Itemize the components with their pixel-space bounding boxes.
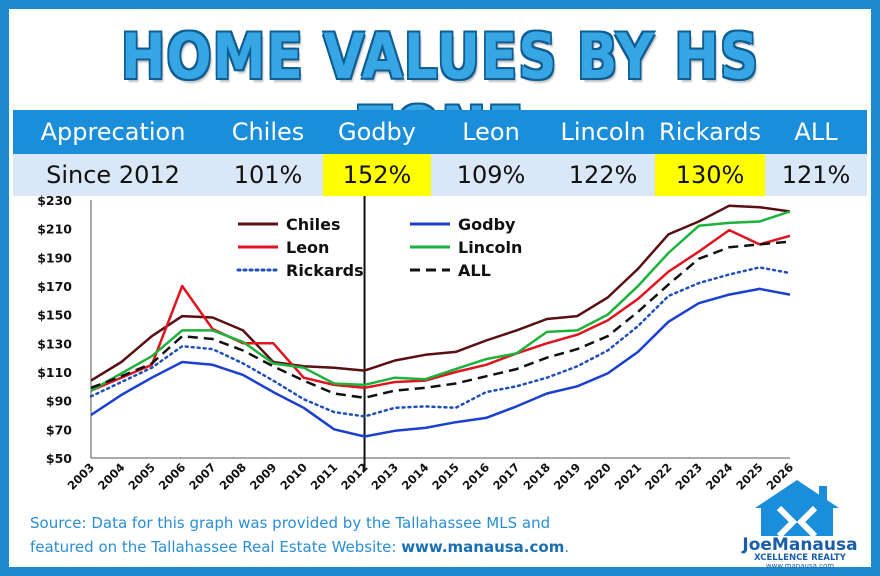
value-cell: Since 2012 — [46, 161, 180, 189]
y-tick-label: $170 — [37, 279, 72, 294]
source-text: featured on the Tallahassee Real Estate … — [30, 538, 402, 556]
y-tick-label: $190 — [37, 250, 72, 265]
y-tick-label: $230 — [37, 193, 72, 208]
x-tick-label: 2009 — [247, 460, 280, 493]
source-line-2: featured on the Tallahassee Real Estate … — [30, 535, 569, 559]
x-tick-label: 2014 — [399, 460, 432, 493]
value-cell: 101% — [233, 161, 303, 189]
appreciation-value-row: Since 2012 101% 152% 109% 122% 130% 121% — [13, 154, 867, 196]
legend-label-rickards: Rickards — [286, 261, 364, 280]
y-tick-label: $90 — [46, 394, 72, 409]
source-end: . — [564, 538, 570, 556]
header-cell: Apprecation — [40, 118, 186, 146]
x-tick-label: 2015 — [429, 460, 462, 493]
header-cell: Lincoln — [560, 118, 646, 146]
value-cell: 109% — [456, 161, 526, 189]
x-mark-icon — [776, 505, 818, 539]
x-tick-label: 2017 — [490, 460, 523, 493]
header-cell: ALL — [794, 118, 838, 146]
x-tick-label: 2004 — [95, 460, 128, 493]
header-cell: Rickards — [659, 118, 761, 146]
y-tick-label: $130 — [37, 336, 72, 351]
appreciation-header-row: Apprecation Chiles Godby Leon Lincoln Ri… — [13, 110, 867, 154]
x-tick-label: 2005 — [125, 460, 158, 493]
x-tick-label: 2020 — [581, 460, 614, 493]
x-tick-label: 2013 — [368, 460, 401, 493]
series-line-rickards — [89, 266, 792, 418]
series-line-all — [90, 240, 791, 400]
series-line-lincoln — [90, 210, 791, 392]
content-panel — [9, 9, 871, 567]
source-note: Source: Data for this graph was provided… — [30, 511, 569, 559]
source-line-1: Source: Data for this graph was provided… — [30, 514, 551, 532]
legend-label-chiles: Chiles — [286, 215, 340, 234]
x-tick-label: 2010 — [277, 460, 310, 493]
source-link[interactable]: www.manausa.com — [401, 538, 565, 556]
x-tick-label: 2024 — [703, 460, 736, 493]
y-tick-label: $110 — [37, 365, 72, 380]
value-cell-highlighted: 130% — [655, 154, 765, 196]
y-tick-label: $150 — [37, 308, 72, 323]
value-cell-highlighted: 152% — [323, 154, 431, 196]
logo-url: www.manausa.com — [766, 562, 834, 570]
x-tick-label: 2019 — [551, 460, 584, 493]
header-cell: Chiles — [231, 118, 305, 146]
x-tick-label: 2011 — [308, 460, 341, 493]
legend-label-leon: Leon — [286, 238, 329, 257]
y-tick-label: $70 — [46, 422, 72, 437]
legend-label-lincoln: Lincoln — [458, 238, 522, 257]
series-line-godby — [90, 287, 791, 438]
logo-tagline: XCELLENCE REALTY — [754, 553, 847, 563]
x-tick-label: 2012 — [338, 460, 371, 493]
series-line-leon — [90, 228, 791, 392]
header-cell: Godby — [338, 118, 416, 146]
value-cell: 122% — [568, 161, 638, 189]
x-tick-label: 2018 — [520, 460, 553, 493]
x-tick-label: 2016 — [460, 460, 493, 493]
x-tick-label: 2006 — [156, 460, 189, 493]
x-tick-label: 2008 — [217, 460, 250, 493]
x-tick-label: 2007 — [186, 460, 219, 493]
company-logo: JoeManausa XCELLENCE REALTY www.manausa.… — [741, 480, 858, 570]
legend-label-all: ALL — [458, 261, 491, 280]
y-tick-label: $210 — [37, 222, 72, 237]
legend-label-godby: Godby — [458, 215, 516, 234]
x-tick-label: 2023 — [672, 460, 705, 493]
house-icon — [755, 480, 839, 536]
y-tick-label: $50 — [46, 451, 72, 466]
series-line-chiles — [90, 204, 791, 382]
x-tick-label: 2022 — [642, 460, 675, 493]
header-cell: Leon — [462, 118, 520, 146]
x-tick-label: 2021 — [612, 460, 645, 493]
value-cell: 121% — [781, 161, 851, 189]
logo-name: JoeManausa — [741, 535, 857, 555]
